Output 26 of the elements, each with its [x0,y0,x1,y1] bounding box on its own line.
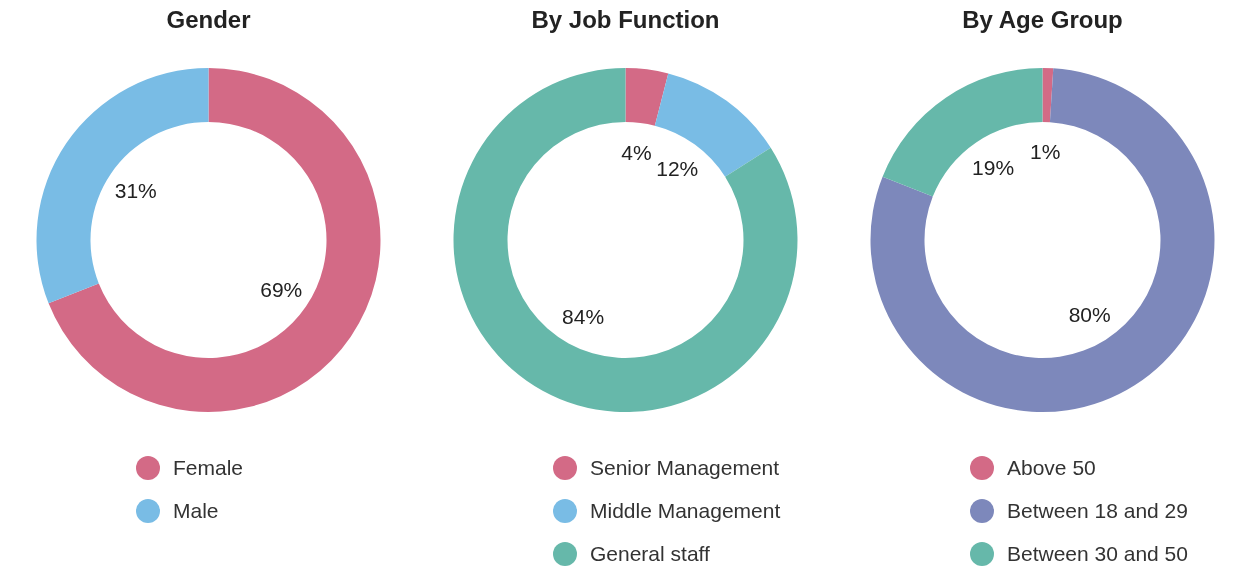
data-label: 12% [656,157,699,181]
data-label: 31% [114,178,157,202]
legend-label: Female [173,456,244,480]
data-label: 69% [260,277,303,301]
legend-label: Senior Management [590,456,780,480]
legend-label: Male [173,499,219,523]
data-label: 80% [1068,302,1111,326]
chart-title: By Job Function [531,6,720,33]
legend-label: Above 50 [1007,456,1096,480]
legend-label: General staff [590,542,711,566]
donut-slice [625,68,669,126]
donut-slice [453,68,798,412]
data-label: 84% [562,305,605,329]
donut-slice [36,68,209,304]
legend-label: Between 18 and 29 [1007,499,1188,523]
donut-slice [1042,68,1054,123]
data-label: 4% [621,141,652,165]
legend-label: Middle Management [590,499,781,523]
data-label: 1% [1030,140,1061,164]
legend-label: Between 30 and 50 [1007,542,1188,566]
chart-title: By Age Group [962,6,1123,33]
chart-title: Gender [166,6,251,33]
donut-slice [654,73,771,177]
data-label: 19% [972,155,1015,179]
donut-slice [48,68,381,412]
donut-slice [870,68,1215,412]
